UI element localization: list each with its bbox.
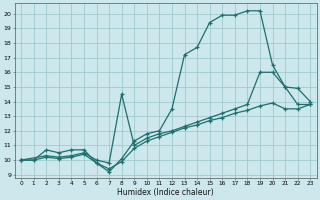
- X-axis label: Humidex (Indice chaleur): Humidex (Indice chaleur): [117, 188, 214, 197]
